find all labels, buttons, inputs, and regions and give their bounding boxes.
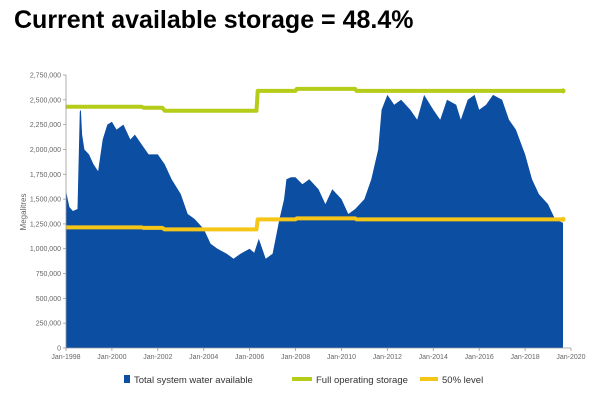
plot-layer	[66, 86, 566, 349]
legend-swatch-total	[124, 375, 130, 383]
y-tick-label: 750,000	[36, 271, 61, 278]
y-tick-label: 1,250,000	[30, 221, 61, 228]
y-tick-label: 2,250,000	[30, 122, 61, 129]
y-axis-label: Megalitres	[19, 194, 28, 231]
x-tick-label: Jan-2002	[143, 354, 172, 361]
legend-label-full: Full operating storage	[316, 375, 408, 386]
x-tick-label: Jan-2000	[97, 354, 126, 361]
x-tick-label: Jan-2020	[556, 354, 585, 361]
x-tick-label: Jan-2004	[189, 354, 218, 361]
series-line-half	[66, 216, 563, 232]
y-tick-label: 500,000	[36, 296, 61, 303]
x-tick-label: Jan-2008	[281, 354, 310, 361]
chart-title: Current available storage = 48.4%	[14, 6, 414, 34]
legend-label-half: 50% level	[442, 375, 483, 386]
x-tick-label: Jan-2016	[465, 354, 494, 361]
series-line-full-endpoint	[560, 88, 566, 94]
x-tick-label: Jan-2018	[510, 354, 539, 361]
x-tick-label: Jan-2010	[327, 354, 356, 361]
x-ticks: Jan-1998 Jan-2000 Jan-2002 Jan-2004 Jan-2006…	[51, 348, 586, 361]
legend-label-total: Total system water available	[134, 375, 253, 386]
legend-swatch-full	[292, 377, 312, 381]
axes-layer	[65, 75, 571, 349]
x-tick-label: Jan-2006	[235, 354, 264, 361]
series-area-total	[66, 94, 563, 349]
y-ticks: 0 250,000 500,000 750,000 1,000,000 1,250,000…	[30, 73, 66, 353]
y-tick-label: 1,000,000	[30, 246, 61, 253]
legend: Total system water available Full operat…	[124, 375, 483, 386]
legend-swatch-half	[420, 377, 438, 381]
series-line-full	[66, 86, 563, 113]
y-tick-label: 2,500,000	[30, 97, 61, 104]
x-tick-label: Jan-2012	[373, 354, 402, 361]
series-line-half-endpoint	[560, 216, 566, 222]
x-tick-label: Jan-2014	[419, 354, 448, 361]
y-tick-label: 250,000	[36, 321, 61, 328]
y-tick-label: 2,750,000	[30, 73, 61, 80]
y-tick-label: 0	[57, 346, 61, 353]
y-tick-label: 1,750,000	[30, 172, 61, 179]
y-tick-label: 2,000,000	[30, 147, 61, 154]
x-tick-label: Jan-1998	[51, 354, 80, 361]
y-tick-label: 1,500,000	[30, 197, 61, 204]
